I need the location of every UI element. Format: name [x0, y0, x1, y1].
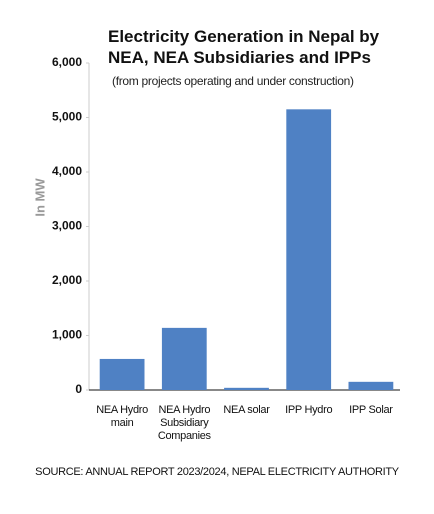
bar: [224, 387, 269, 390]
chart-title: Electricity Generation in Nepal by NEA, …: [108, 27, 380, 67]
y-tick-label: 1,000: [52, 328, 82, 342]
x-tick-label: IPP Solar: [349, 404, 393, 416]
bar: [348, 381, 394, 390]
source: SOURCE: ANNUAL REPORT 2023/2024, NEPAL E…: [35, 466, 399, 478]
y-tick-label: 6,000: [52, 55, 82, 69]
y-tick-label: 3,000: [52, 219, 82, 233]
y-axis-label: In MW: [32, 178, 48, 217]
y-tick-label: 2,000: [52, 273, 82, 287]
chart-subtitle: (from projects operating and under const…: [112, 74, 354, 88]
x-tick-label: IPP Hydro: [285, 404, 333, 416]
bar: [99, 358, 145, 390]
x-tick-label: NEA Hydro main: [96, 404, 148, 429]
bar: [286, 109, 332, 390]
x-tick-label: NEA Hydro Subsidiary Companies: [157, 404, 211, 442]
x-tick-label: NEA solar: [223, 404, 270, 416]
y-tick-label: 0: [75, 382, 82, 396]
bar: [161, 327, 207, 390]
y-tick-label: 4,000: [52, 164, 82, 178]
y-tick-label: 5,000: [52, 110, 82, 124]
